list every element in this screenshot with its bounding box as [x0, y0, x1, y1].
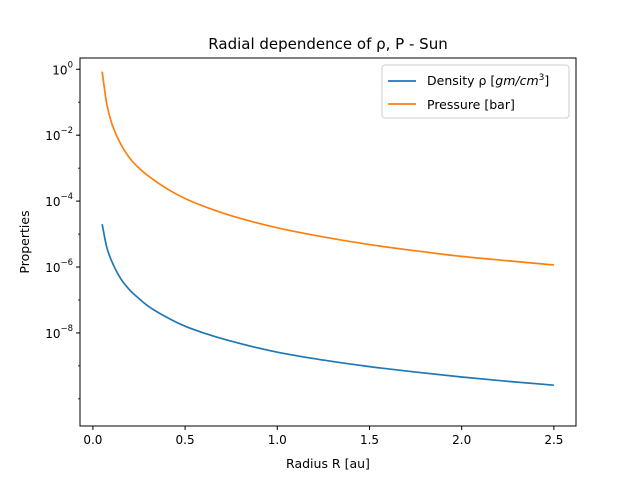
- x-tick-label: 1.5: [360, 433, 379, 447]
- x-tick-label: 0.0: [83, 433, 102, 447]
- chart-title: Radial dependence of ρ, P - Sun: [208, 35, 447, 53]
- series-layer: [101, 71, 554, 387]
- legend-density-label: Density ρ [gm/cm3]: [427, 73, 549, 88]
- x-tick-label: 2.0: [452, 433, 471, 447]
- y-tick-label: 10−8: [45, 324, 73, 341]
- x-tick-label: 0.5: [176, 433, 195, 447]
- y-tick-label: 10−4: [45, 192, 73, 209]
- plot-area: [80, 58, 576, 426]
- axes-frame: [79, 57, 577, 427]
- y-tick-label: 100: [52, 60, 73, 77]
- y-tick-label: 10−2: [45, 126, 73, 143]
- y-axis: 100 10−2 10−4 10−6 10−8: [45, 60, 80, 400]
- y-axis-label: Properties: [17, 210, 32, 273]
- y-tick-label: 10−6: [45, 258, 73, 275]
- x-tick-label: 2.5: [544, 433, 563, 447]
- legend-box: [381, 64, 570, 119]
- series-line-0: [101, 223, 554, 387]
- x-axis: 0.0 0.5 1.0 1.5 2.0 2.5: [83, 426, 563, 447]
- x-axis-label: Radius R [au]: [286, 456, 370, 471]
- legend: Density ρ [gm/cm3] Pressure [bar]: [381, 64, 570, 119]
- series-line-1: [101, 71, 554, 266]
- x-tick-label: 1.0: [268, 433, 287, 447]
- legend-pressure-label: Pressure [bar]: [427, 97, 515, 112]
